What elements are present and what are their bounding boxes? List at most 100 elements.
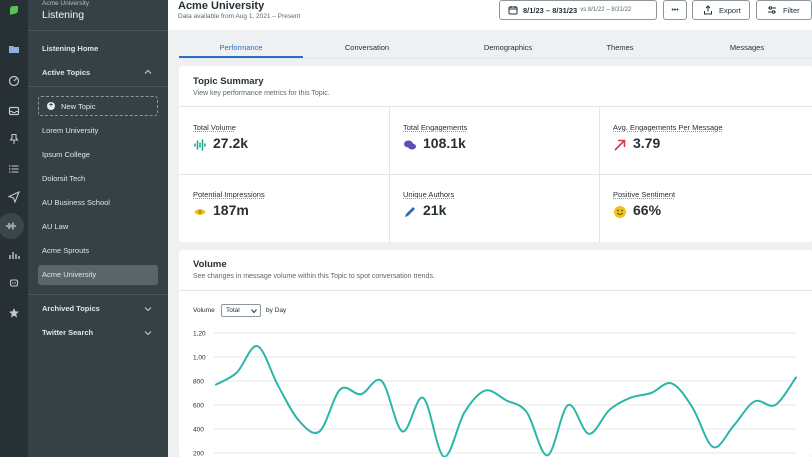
tab-conversation[interactable]: Conversation: [344, 43, 390, 52]
plus-icon: +: [47, 102, 55, 110]
compare-range-label: vs 8/1/22 – 8/31/22: [580, 7, 632, 13]
y-tick-label: 1,00: [193, 355, 206, 362]
sidebar-item-topic[interactable]: AU Business School: [42, 198, 110, 207]
dashboard-icon[interactable]: [0, 70, 28, 92]
metric-label: Total Volume: [193, 123, 236, 132]
pin-icon[interactable]: [0, 128, 28, 150]
volume-card: Volume See changes in message volume wit…: [179, 250, 812, 457]
tab-themes[interactable]: Themes: [606, 43, 634, 52]
y-tick-label: 600: [193, 403, 204, 410]
chevron-down-icon[interactable]: [144, 305, 152, 313]
export-button[interactable]: Export: [692, 0, 750, 20]
y-tick-label: 800: [193, 379, 204, 386]
sidebar-title: Listening: [42, 9, 85, 21]
sidebar-item-topic[interactable]: AU Law: [42, 222, 69, 231]
card-divider: [389, 106, 390, 242]
metric-label: Unique Authors: [403, 190, 455, 199]
metric-positive-sentiment: Positive Sentiment 66%: [599, 180, 809, 247]
volume-select-value: Total: [226, 307, 240, 314]
chevron-down-icon: [251, 309, 257, 314]
metric-unique-authors: Unique Authors 21k: [389, 180, 599, 247]
sidebar-item-topic-selected[interactable]: Acme University: [42, 270, 97, 279]
tab-performance[interactable]: Performance: [219, 43, 263, 52]
metric-label: Avg. Engagements Per Message: [613, 123, 723, 132]
topic-tabs: Performance Conversation Demographics Th…: [168, 38, 812, 58]
volume-subtitle: See changes in message volume within thi…: [193, 273, 435, 280]
card-divider: [179, 106, 812, 107]
reports-icon[interactable]: [0, 244, 28, 266]
send-icon[interactable]: [0, 186, 28, 208]
bot-icon[interactable]: [0, 272, 28, 294]
volume-by-label: by Day: [266, 307, 287, 314]
sidebar: Acme University Listening Listening Home…: [28, 0, 168, 457]
metric-value: 3.79: [633, 135, 661, 151]
listening-icon[interactable]: [0, 213, 24, 239]
volume-line-chart: 1,20 1,00 800 600 400 200: [193, 331, 797, 457]
sprout-logo-icon[interactable]: [0, 0, 28, 22]
date-range-button[interactable]: 8/1/23 – 8/31/23 vs 8/1/22 – 8/31/22: [499, 0, 657, 20]
folder-icon[interactable]: [0, 38, 28, 60]
smiley-icon: [614, 206, 626, 218]
card-divider: [179, 174, 812, 175]
more-button[interactable]: •••: [663, 0, 687, 20]
metric-total-engagements: Total Engagements 108.1k: [389, 113, 599, 180]
sidebar-item-twitter-search[interactable]: Twitter Search: [42, 328, 94, 337]
metric-label: Positive Sentiment: [613, 190, 676, 199]
filter-button[interactable]: Filter: [756, 0, 812, 20]
y-tick-label: 1,20: [193, 331, 206, 338]
waveform-icon: [194, 139, 206, 151]
sidebar-item-listening-home[interactable]: Listening Home: [42, 44, 99, 53]
sidebar-item-archived-topics[interactable]: Archived Topics: [42, 304, 100, 313]
more-icon: •••: [671, 6, 679, 14]
chevron-down-icon[interactable]: [144, 329, 152, 337]
star-icon[interactable]: [0, 302, 28, 324]
metric-value: 187m: [213, 202, 249, 218]
volume-title: Volume: [193, 259, 227, 270]
volume-control-label: Volume: [193, 307, 215, 314]
sidebar-divider: [28, 30, 168, 31]
metric-label: Potential Impressions: [193, 190, 265, 199]
topic-summary-title: Topic Summary: [193, 76, 264, 87]
metric-label: Total Engagements: [403, 123, 468, 132]
sidebar-divider: [28, 294, 168, 295]
eye-icon: [194, 209, 206, 215]
page-title: Acme University: [178, 0, 265, 12]
card-divider: [179, 290, 812, 291]
sidebar-item-topic[interactable]: Acme Sprouts: [42, 246, 90, 255]
metric-value: 108.1k: [423, 135, 466, 151]
y-tick-label: 400: [193, 427, 204, 434]
tab-demographics[interactable]: Demographics: [483, 43, 533, 52]
metric-potential-impressions: Potential Impressions 187m: [179, 180, 389, 247]
metric-value: 66%: [633, 202, 662, 218]
inbox-icon[interactable]: [0, 100, 28, 122]
chevron-up-icon[interactable]: [144, 68, 152, 76]
filter-label: Filter: [783, 5, 800, 15]
metric-avg-engagements: Avg. Engagements Per Message 3.79: [599, 113, 809, 180]
export-icon: [704, 5, 712, 15]
sidebar-item-topic[interactable]: Ipsum College: [42, 150, 90, 159]
active-tab-indicator: [179, 56, 303, 58]
page-subtitle: Data available from Aug 1, 2021 – Presen…: [178, 13, 301, 20]
list-icon[interactable]: [0, 158, 28, 180]
sidebar-item-topic[interactable]: Dolorsit Tech: [42, 174, 86, 183]
pencil-icon: [405, 207, 415, 217]
sidebar-org-name: Acme University: [42, 0, 89, 7]
sidebar-item-topic[interactable]: Lorem University: [42, 126, 99, 135]
tab-messages[interactable]: Messages: [729, 43, 765, 52]
page-header: Acme University Data available from Aug …: [168, 0, 812, 30]
chat-bubbles-icon: [404, 140, 416, 150]
arrow-up-right-icon: [614, 139, 626, 151]
card-divider: [599, 106, 600, 242]
metric-value: 21k: [423, 202, 447, 218]
sidebar-item-active-topics[interactable]: Active Topics: [42, 68, 91, 77]
topic-summary-subtitle: View key performance metrics for this To…: [193, 90, 330, 97]
new-topic-button[interactable]: + New Topic: [38, 96, 158, 116]
app-rail: [0, 0, 28, 457]
y-tick-label: 200: [193, 451, 204, 457]
volume-metric-select[interactable]: Total: [221, 304, 261, 317]
sidebar-divider: [28, 86, 168, 87]
volume-series-line: [215, 345, 797, 457]
sidebar-item-active-highlight: [38, 265, 158, 285]
calendar-icon: [508, 6, 518, 15]
metric-value: 27.2k: [213, 135, 249, 151]
